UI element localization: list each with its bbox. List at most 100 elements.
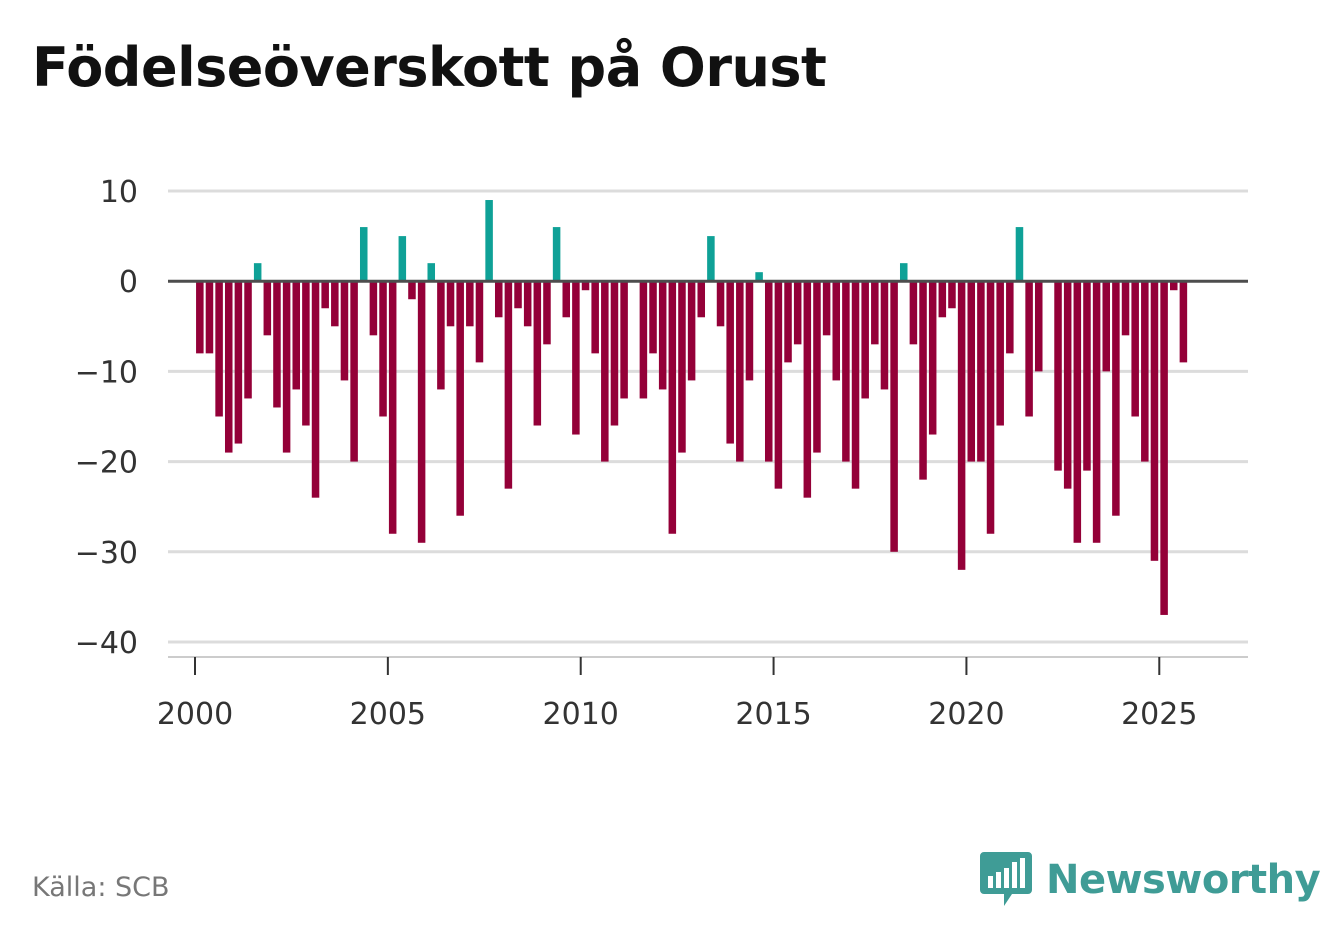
x-tick-label: 2025 (1121, 697, 1197, 732)
bar (996, 281, 1004, 426)
bar (948, 281, 956, 309)
bar (311, 281, 320, 498)
bar (263, 281, 272, 336)
bar (494, 281, 503, 318)
bar (533, 281, 542, 426)
bar (514, 281, 522, 309)
bar (456, 281, 464, 516)
bar (957, 281, 966, 570)
bar (851, 281, 860, 489)
bar (620, 281, 628, 399)
bar (736, 281, 744, 462)
newsworthy-logo[interactable]: Newsworthy (980, 850, 1321, 910)
bar (678, 281, 686, 453)
bar (687, 281, 696, 381)
bar (1092, 281, 1101, 543)
bar (196, 281, 204, 354)
bar (350, 281, 358, 462)
bar (369, 281, 378, 336)
x-tick-label: 2015 (735, 697, 811, 732)
bar (610, 281, 619, 426)
bar (504, 281, 513, 489)
bar (591, 281, 599, 354)
bar (427, 263, 436, 282)
x-tick-label: 2010 (543, 697, 619, 732)
bar (764, 281, 773, 462)
bar (224, 281, 233, 453)
bar (803, 281, 812, 498)
bar (1034, 281, 1043, 372)
y-tick-label: −30 (75, 536, 138, 571)
bar (1073, 281, 1082, 543)
bar (861, 281, 869, 399)
bar (1015, 227, 1024, 282)
bar (1131, 281, 1139, 417)
bar (1025, 281, 1033, 417)
bar (485, 200, 493, 282)
bar (928, 281, 937, 435)
source-note: Källa: SCB (32, 872, 170, 903)
bar (1121, 281, 1130, 336)
bar (543, 281, 551, 345)
bar (466, 281, 474, 327)
bar (321, 281, 329, 309)
bar (1006, 281, 1014, 354)
bar (340, 281, 349, 381)
bar (244, 281, 252, 399)
bar (446, 281, 455, 327)
bar (899, 263, 908, 282)
bar (1179, 281, 1188, 363)
bar (282, 281, 291, 453)
bar (774, 281, 783, 489)
bar (581, 281, 590, 291)
bar (986, 281, 995, 534)
bar (755, 272, 763, 282)
x-tick-label: 2020 (928, 697, 1004, 732)
bar (302, 281, 310, 426)
y-tick-label: 0 (119, 265, 138, 300)
bar (205, 281, 214, 354)
bar (1063, 281, 1072, 489)
bar (967, 281, 976, 462)
bar (408, 281, 416, 300)
x-axis: 2000 2005 2010 2015 2020 2025 (157, 657, 1197, 732)
x-tick-label: 2005 (350, 697, 426, 732)
bar (1102, 281, 1111, 372)
bar (668, 281, 677, 534)
bar (437, 281, 445, 390)
bar (253, 263, 262, 282)
y-axis: 10 0 −10 −20 −30 −40 (75, 175, 138, 661)
bar (880, 281, 889, 390)
bar (273, 281, 281, 408)
bar (890, 281, 898, 552)
bar (745, 281, 754, 381)
bar (707, 236, 715, 282)
bar (832, 281, 841, 381)
bar (784, 281, 792, 363)
bar (562, 281, 571, 318)
bar (822, 281, 831, 336)
bar (417, 281, 426, 543)
y-tick-label: −10 (75, 355, 138, 390)
bar (813, 281, 821, 453)
bar (234, 281, 243, 444)
y-tick-label: 10 (100, 175, 138, 210)
bar (1054, 281, 1062, 471)
bar (215, 281, 223, 417)
bar (523, 281, 532, 327)
bar-chart: 2000 2005 2010 2015 2020 2025 10 0 −10 −20 −30 −40 (75, 175, 1248, 732)
y-tick-label: −40 (75, 626, 138, 661)
bar (1160, 281, 1168, 615)
bar (938, 281, 947, 318)
bar (726, 281, 734, 444)
bar (1141, 281, 1149, 462)
bar (716, 281, 725, 327)
bar (793, 281, 802, 345)
bar (1169, 281, 1178, 291)
bar (1112, 281, 1120, 516)
bar (658, 281, 667, 390)
bar (919, 281, 927, 480)
bar (475, 281, 484, 363)
bar (292, 281, 301, 390)
bar (572, 281, 580, 435)
